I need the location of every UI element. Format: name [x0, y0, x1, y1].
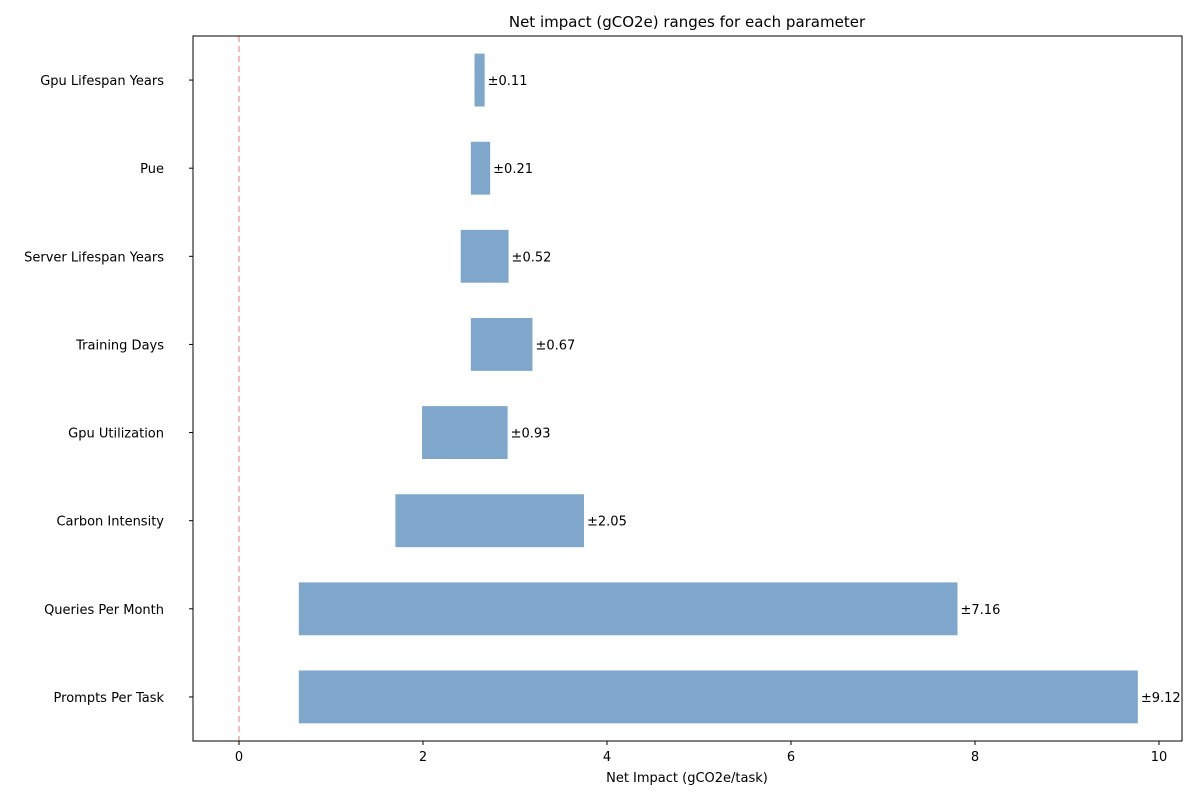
bar-value-label: ±7.16: [961, 603, 1001, 618]
y-tick-label: Pue: [140, 162, 164, 177]
plot-frame: [192, 35, 1183, 742]
y-tick-label: Training Days: [75, 338, 164, 353]
y-tick-label: Server Lifespan Years: [24, 250, 164, 265]
bar: [395, 494, 584, 548]
x-tick-label: 8: [971, 750, 979, 765]
bar-value-label: ±9.12: [1141, 691, 1181, 706]
bar-value-label: ±0.67: [535, 338, 575, 353]
bar: [298, 670, 1138, 724]
y-tick-label: Carbon Intensity: [56, 515, 164, 530]
x-tick-label: 4: [603, 750, 611, 765]
chart-title: Net impact (gCO2e) ranges for each param…: [509, 13, 866, 31]
x-tick-label: 2: [419, 750, 427, 765]
x-tick-label: 0: [235, 750, 243, 765]
bar: [298, 582, 958, 636]
y-tick-label: Gpu Lifespan Years: [40, 74, 164, 89]
bar-value-label: ±0.21: [493, 162, 533, 177]
bar-value-label: ±2.05: [587, 515, 627, 530]
bar-value-label: ±0.93: [511, 427, 551, 442]
x-axis: 0 2 4 6 8 10: [235, 741, 1167, 765]
y-tick-label: Gpu Utilization: [68, 427, 164, 442]
bar-value-label: ±0.52: [512, 250, 552, 265]
bar: [460, 229, 509, 283]
x-tick-label: 6: [787, 750, 795, 765]
plot-area: ±0.11 ±0.21 ±0.52 ±0.67 ±0.93 ±2.05 ±7.16 ±9.12: [238, 36, 1181, 741]
bar: [470, 141, 491, 195]
bar: [422, 406, 508, 459]
bar-value-label: ±0.11: [488, 74, 528, 89]
bar: [470, 318, 533, 371]
y-tick-label: Queries Per Month: [44, 603, 164, 618]
x-tick-label: 10: [1151, 750, 1168, 765]
y-axis: Gpu Lifespan Years Pue Server Lifespan Yea…: [24, 74, 193, 706]
bar: [474, 53, 485, 107]
x-axis-label: Net Impact (gCO2e/task): [606, 771, 768, 786]
y-tick-label: Prompts Per Task: [54, 691, 165, 706]
